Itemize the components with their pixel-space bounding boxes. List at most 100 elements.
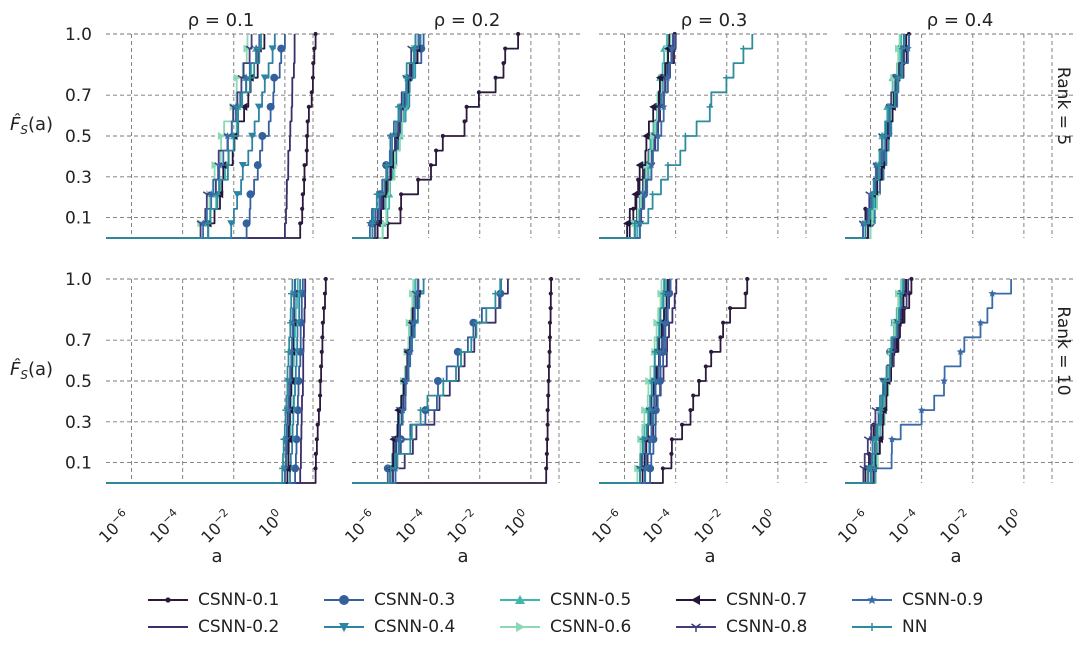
x-tick-label: 10−4	[638, 506, 679, 547]
data-point-csnn-0.1	[548, 291, 553, 296]
data-point-nn	[682, 132, 689, 140]
legend-swatch	[148, 626, 188, 628]
x-tick-label: 10−4	[145, 506, 186, 547]
data-point-csnn-0.9	[976, 318, 985, 326]
data-point-csnn-0.7	[649, 102, 657, 111]
data-point-csnn-0.1	[320, 320, 325, 325]
data-point-nn	[383, 161, 390, 169]
data-point-csnn-0.1	[503, 46, 508, 51]
data-point-csnn-0.4	[268, 45, 277, 53]
y-axis-label: F̂S(a)	[10, 359, 53, 382]
data-point-nn	[878, 132, 886, 140]
data-point-csnn-0.1	[545, 422, 550, 427]
data-point-csnn-0.1	[317, 393, 323, 398]
data-point-nn	[287, 290, 295, 297]
data-point-csnn-0.1	[434, 148, 439, 153]
data-point-csnn-0.1	[696, 378, 702, 384]
data-point-csnn-0.3	[242, 219, 251, 228]
data-point-csnn-0.1	[313, 466, 318, 471]
data-point-nn	[284, 377, 291, 385]
panel-grid	[599, 278, 829, 483]
y-tick-label: 0.3	[65, 168, 92, 188]
data-point-nn	[234, 103, 242, 111]
data-point-nn	[867, 465, 875, 472]
data-point-nn	[887, 348, 894, 356]
data-point-nn	[387, 465, 394, 472]
data-point-csnn-0.1	[440, 133, 445, 139]
row-title: Rank = 10	[1053, 306, 1073, 395]
data-point-nn	[410, 45, 418, 52]
x-axis-label: a	[950, 546, 961, 567]
data-point-csnn-0.1	[323, 276, 328, 282]
legend-swatch	[852, 623, 892, 631]
x-tick-label: 10−2	[442, 506, 483, 547]
y-tick-label: 1.0	[65, 270, 92, 290]
data-point-nn	[492, 290, 499, 297]
data-point-nn	[417, 406, 424, 414]
x-tick-label: 10−2	[935, 506, 976, 547]
data-point-csnn-0.1	[493, 75, 498, 80]
data-point-csnn-0.3	[270, 73, 279, 82]
data-point-nn	[894, 74, 901, 81]
data-point-csnn-0.1	[318, 378, 323, 384]
legend-label: CSNN-0.2	[198, 617, 280, 637]
legend-item-csnn-0.4: CSNN-0.4	[322, 617, 455, 637]
data-point-csnn-0.1	[322, 291, 328, 296]
data-point-csnn-0.1	[544, 451, 549, 456]
data-point-csnn-0.1	[688, 408, 693, 413]
data-point-csnn-0.7	[875, 435, 883, 444]
data-point-csnn-0.1	[310, 75, 315, 80]
data-point-csnn-0.9	[640, 190, 649, 198]
y-tick-label: 0.3	[65, 413, 92, 433]
data-point-csnn-0.6	[217, 132, 226, 140]
data-point-csnn-0.9	[917, 406, 926, 414]
y-tick-label: 0.7	[65, 331, 92, 351]
data-point-csnn-0.4	[254, 103, 263, 111]
data-point-csnn-0.7	[623, 219, 631, 228]
data-point-csnn-0.1	[309, 90, 314, 95]
data-point-csnn-0.1	[516, 31, 521, 37]
x-tick-label: 10−2	[689, 506, 730, 547]
data-point-csnn-0.1	[691, 393, 696, 398]
legend-swatch	[676, 595, 716, 605]
y-tick-label: 1.0	[65, 25, 92, 45]
data-point-csnn-0.1	[721, 320, 726, 325]
data-point-csnn-0.9	[647, 161, 656, 169]
data-point-nn	[473, 319, 480, 326]
data-point-csnn-0.1	[476, 90, 481, 95]
legend-item-csnn-0.7: CSNN-0.7	[674, 590, 807, 610]
legend-item-csnn-0.5: CSNN-0.5	[498, 590, 631, 610]
data-point-csnn-0.1	[743, 291, 748, 296]
data-point-nn	[457, 348, 465, 356]
series-line-csnn-0.2	[106, 34, 296, 239]
data-point-csnn-0.1	[398, 206, 403, 211]
legend-label: CSNN-0.8	[726, 617, 808, 637]
data-point-csnn-0.1	[298, 221, 303, 226]
legend-swatch	[676, 623, 716, 632]
data-point-csnn-0.9	[651, 377, 660, 385]
data-point-csnn-0.9	[223, 132, 232, 140]
data-point-nn	[648, 377, 655, 385]
data-point-csnn-0.1	[462, 119, 467, 124]
x-tick-label: 10−6	[587, 506, 628, 547]
data-point-nn	[403, 74, 410, 81]
data-point-nn	[649, 191, 656, 198]
y-tick-label: 0.1	[65, 454, 92, 474]
data-point-csnn-0.6	[243, 44, 251, 53]
data-point-nn	[407, 436, 414, 443]
data-point-nn	[639, 436, 646, 443]
data-point-csnn-0.1	[546, 378, 551, 384]
data-point-csnn-0.9	[199, 219, 207, 227]
column-title: ρ = 0.3	[681, 10, 748, 31]
data-point-csnn-0.1	[547, 335, 552, 340]
legend-swatch	[148, 597, 188, 603]
data-point-nn	[287, 319, 294, 326]
data-point-csnn-0.1	[399, 192, 404, 197]
y-axis-label: F̂S(a)	[10, 114, 53, 137]
data-point-csnn-0.7	[240, 102, 248, 111]
legend-item-nn: NN	[850, 617, 927, 637]
data-point-nn	[214, 191, 221, 198]
data-point-nn	[881, 377, 889, 385]
data-point-csnn-0.3	[253, 161, 262, 170]
data-point-csnn-0.1	[464, 104, 469, 109]
